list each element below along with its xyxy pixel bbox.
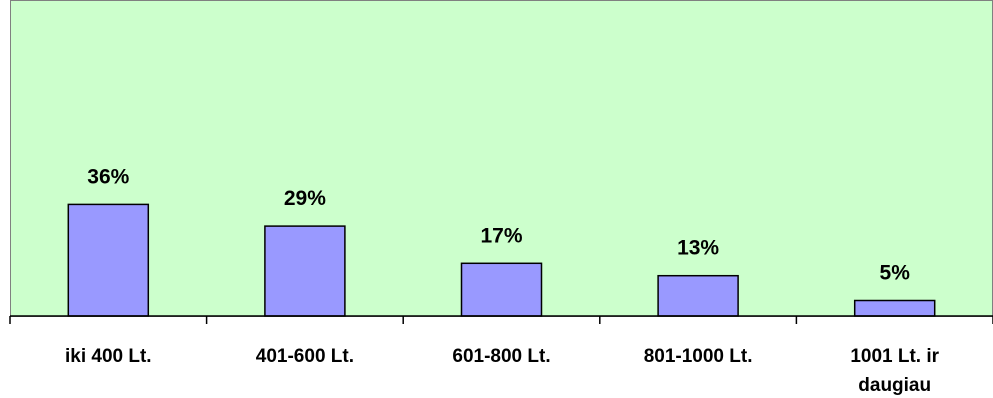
category-label-3: 601-800 Lt.: [452, 346, 550, 367]
category-label-line: 601-800 Lt.: [452, 346, 550, 367]
category-label-line: iki 400 Lt.: [65, 346, 152, 367]
category-label-line: 801-1000 Lt.: [644, 346, 753, 367]
x-axis-ticks: [9, 316, 993, 324]
category-label-4: 801-1000 Lt.: [644, 346, 753, 367]
category-label-5: 1001 Lt. ir daugiau: [850, 346, 939, 396]
bar-2: [264, 225, 346, 317]
category-label-2: 401-600 Lt.: [256, 346, 354, 367]
bar-5: [853, 299, 936, 317]
category-label-line: 401-600 Lt.: [256, 346, 354, 367]
category-label-line: daugiau: [858, 375, 931, 396]
category-label-line: 1001 Lt. ir: [850, 346, 939, 367]
data-label-4: 13%: [677, 237, 719, 260]
category-labels-group: iki 400 Lt. 401-600 Lt. 601-800 Lt. 801-100…: [65, 346, 940, 396]
bars-group: [67, 203, 936, 317]
data-label-2: 29%: [284, 187, 326, 210]
bar-1: [67, 203, 150, 317]
data-label-5: 5%: [880, 262, 911, 285]
bar-4: [657, 274, 739, 317]
data-labels-group: 36% 29% 17% 13% 5%: [87, 165, 910, 284]
data-label-1: 36%: [87, 165, 129, 188]
category-label-1: iki 400 Lt.: [65, 346, 152, 367]
bar-3: [460, 262, 543, 317]
data-label-3: 17%: [480, 224, 522, 247]
